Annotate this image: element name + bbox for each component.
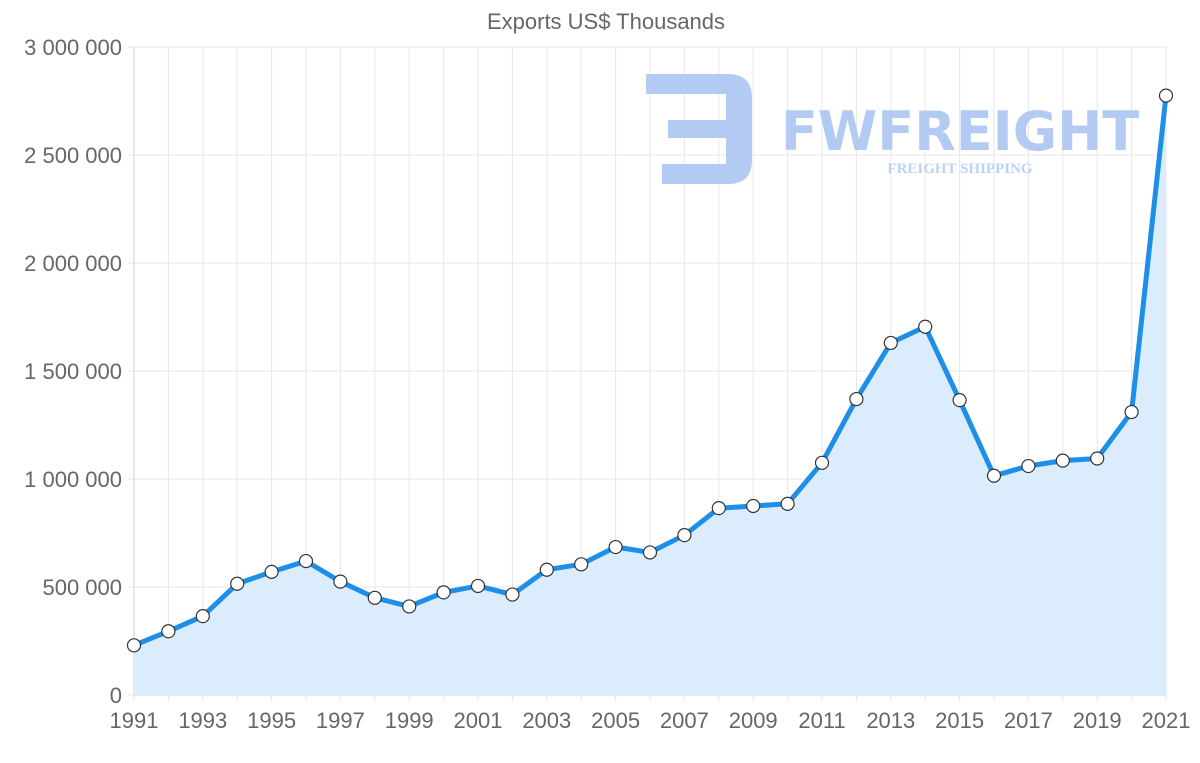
data-point (1124, 404, 1139, 420)
data-point (505, 587, 520, 602)
x-tick-label: 2015 (935, 708, 984, 733)
series-area (134, 95, 1166, 696)
chart-title: Exports US$ Thousands (487, 9, 725, 34)
y-tick-label: 1 000 000 (24, 467, 122, 492)
data-point (883, 335, 898, 351)
x-tick-label: 2003 (522, 708, 571, 733)
data-point (333, 574, 348, 589)
x-tick-label: 2007 (660, 708, 709, 733)
data-point (1021, 458, 1036, 474)
x-axis: 1991 1993 1995 1997 1999 2001 2003 2005 2007 2009… (110, 708, 1191, 733)
y-tick-label: 2 500 000 (24, 143, 122, 168)
series-layer (126, 88, 1174, 696)
x-tick-label: 2019 (1073, 708, 1122, 733)
watermark-brand: FWFREIGHT (781, 100, 1139, 163)
data-point (539, 562, 554, 577)
data-point (849, 391, 864, 407)
data-point (126, 638, 142, 653)
data-point (952, 393, 967, 408)
x-tick-label: 2017 (1004, 708, 1053, 733)
data-point (918, 319, 933, 334)
data-point (780, 496, 795, 511)
data-point (161, 624, 176, 639)
x-tick-label: 1997 (316, 708, 365, 733)
x-tick-label: 2013 (866, 708, 915, 733)
x-tick-label: 1991 (110, 708, 159, 733)
data-point (746, 498, 761, 514)
x-tick-label: 2005 (591, 708, 640, 733)
y-tick-label: 2 000 000 (24, 251, 122, 276)
x-tick-label: 2009 (729, 708, 778, 733)
data-point (711, 501, 726, 516)
x-tick-label: 2021 (1142, 708, 1191, 733)
data-point (264, 564, 279, 579)
data-point (986, 468, 1002, 483)
data-point (436, 585, 451, 600)
data-point (1090, 451, 1105, 466)
data-point (608, 539, 623, 555)
y-tick-label: 1 500 000 (24, 359, 122, 384)
watermark-tagline: FREIGHT SHIPPING (887, 161, 1032, 177)
data-point (470, 578, 486, 594)
data-point (402, 599, 417, 614)
watermark-logo: FWFREIGHT FREIGHT SHIPPING (646, 74, 1139, 184)
y-tick-label: 3 000 000 (24, 35, 122, 60)
data-point (814, 455, 830, 470)
data-point (230, 576, 245, 591)
data-point (195, 609, 210, 624)
y-tick-label: 500 000 (42, 575, 122, 600)
data-point (677, 528, 692, 543)
x-tick-label: 1995 (247, 708, 296, 733)
fw-logo-shape (646, 74, 752, 184)
data-point (574, 557, 589, 572)
x-tick-label: 1999 (385, 708, 434, 733)
fw-logo-icon (646, 74, 752, 184)
y-axis: 0 500 000 1 000 000 1 500 000 2 000 000 2 500… (24, 35, 122, 708)
x-tick-label: 2011 (798, 708, 845, 733)
data-point (298, 553, 314, 569)
data-point (642, 545, 658, 560)
data-point (1055, 453, 1070, 468)
data-point (367, 590, 382, 605)
x-tick-label: 1993 (178, 708, 227, 733)
y-tick-label: 0 (110, 683, 122, 708)
x-tick-label: 2001 (454, 708, 503, 733)
data-point (1158, 88, 1174, 103)
